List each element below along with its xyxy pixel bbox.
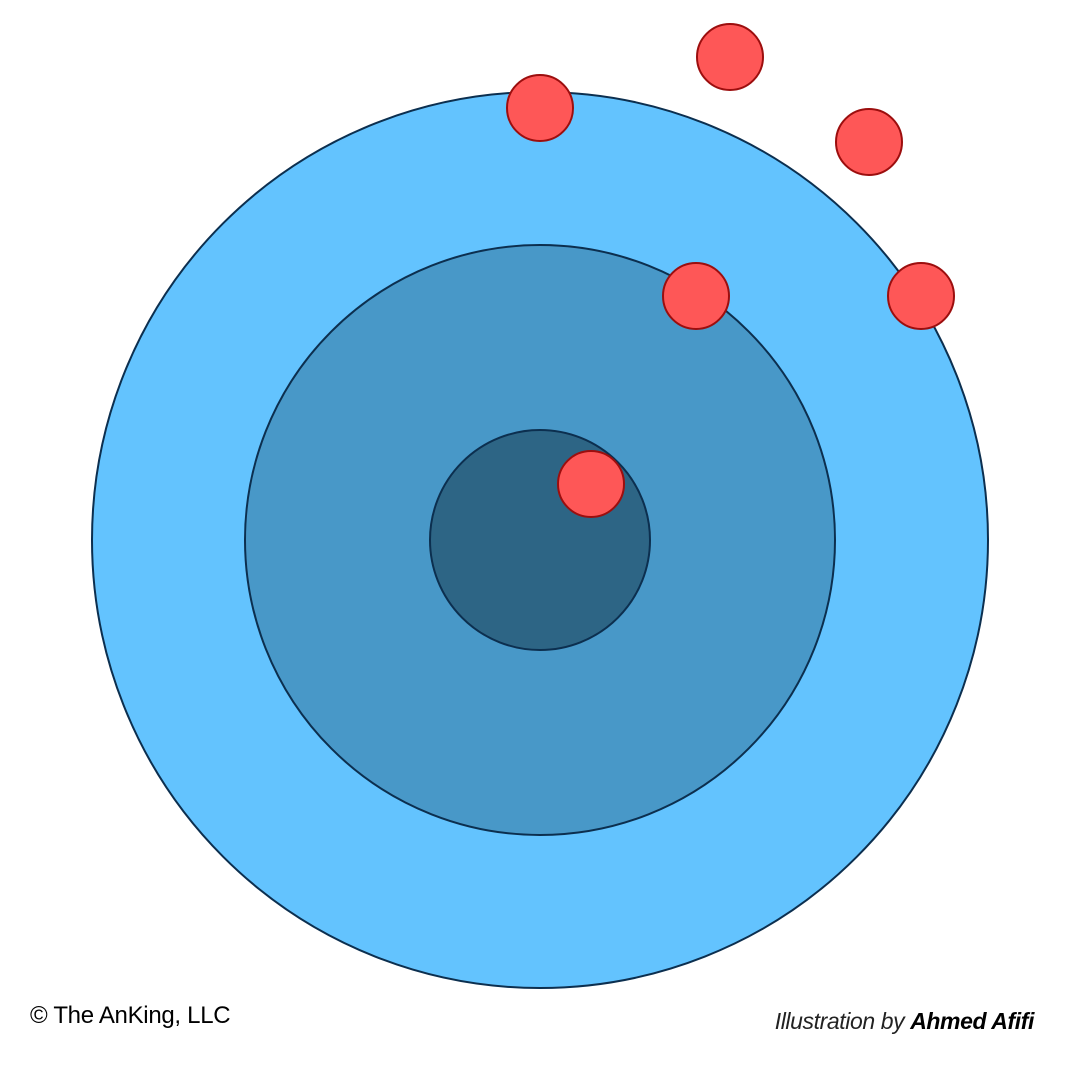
particle-outer-edge-right <box>887 262 955 330</box>
illustration-credit: Illustration by Ahmed Afifi <box>774 1008 1035 1035</box>
particle-inner-core <box>557 450 625 518</box>
credit-author: Ahmed Afifi <box>910 1008 1034 1034</box>
particle-outside-top <box>696 23 764 91</box>
copyright-notice: © The AnKing, LLC <box>30 1002 231 1029</box>
particle-outer-top <box>506 74 574 142</box>
particle-outside-right <box>835 108 903 176</box>
credit-prefix: Illustration by <box>774 1008 911 1034</box>
particle-middle-edge <box>662 262 730 330</box>
